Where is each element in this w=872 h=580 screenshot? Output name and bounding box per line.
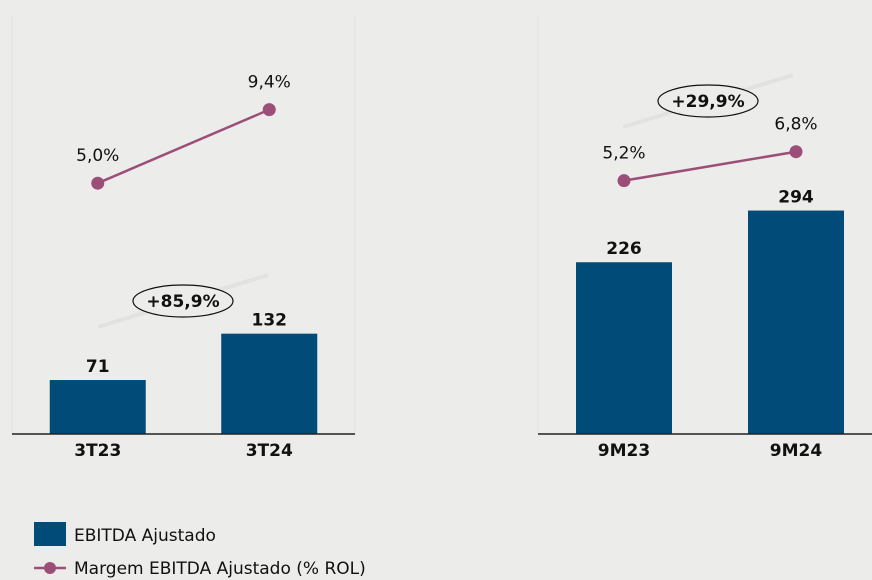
legend-label: Margem EBITDA Ajustado (% ROL) bbox=[74, 559, 366, 579]
annotation: +29,9% bbox=[671, 92, 744, 112]
legend-label: EBITDA Ajustado bbox=[74, 526, 216, 546]
data-label: 5,0% bbox=[76, 146, 119, 166]
data-label: 5,2% bbox=[602, 144, 645, 164]
legend-swatch bbox=[34, 522, 66, 546]
bar bbox=[576, 262, 672, 434]
annotation-ellipse bbox=[657, 84, 759, 118]
x-tick-label: 9M24 bbox=[770, 441, 823, 461]
data-label: 6,8% bbox=[774, 115, 817, 135]
margin-point bbox=[789, 145, 803, 159]
margin-line bbox=[97, 108, 270, 185]
data-label: 226 bbox=[606, 239, 642, 259]
legend-swatch bbox=[44, 562, 56, 574]
data-label: 9,4% bbox=[248, 73, 291, 93]
bar bbox=[221, 333, 318, 434]
bar bbox=[748, 210, 844, 434]
x-tick-label: 3T23 bbox=[74, 441, 121, 461]
data-label: 132 bbox=[252, 311, 288, 331]
margin-point bbox=[91, 176, 105, 190]
margin-point bbox=[262, 103, 276, 117]
x-tick-label: 3T24 bbox=[246, 441, 293, 461]
bar bbox=[49, 380, 146, 434]
margin-point bbox=[617, 174, 631, 188]
annotation-ellipse bbox=[132, 284, 234, 318]
x-tick-label: 9M23 bbox=[598, 441, 650, 461]
data-label: 71 bbox=[86, 357, 110, 377]
data-label: 294 bbox=[778, 188, 814, 208]
margin-line bbox=[623, 150, 797, 182]
annotation: +85,9% bbox=[146, 292, 219, 312]
